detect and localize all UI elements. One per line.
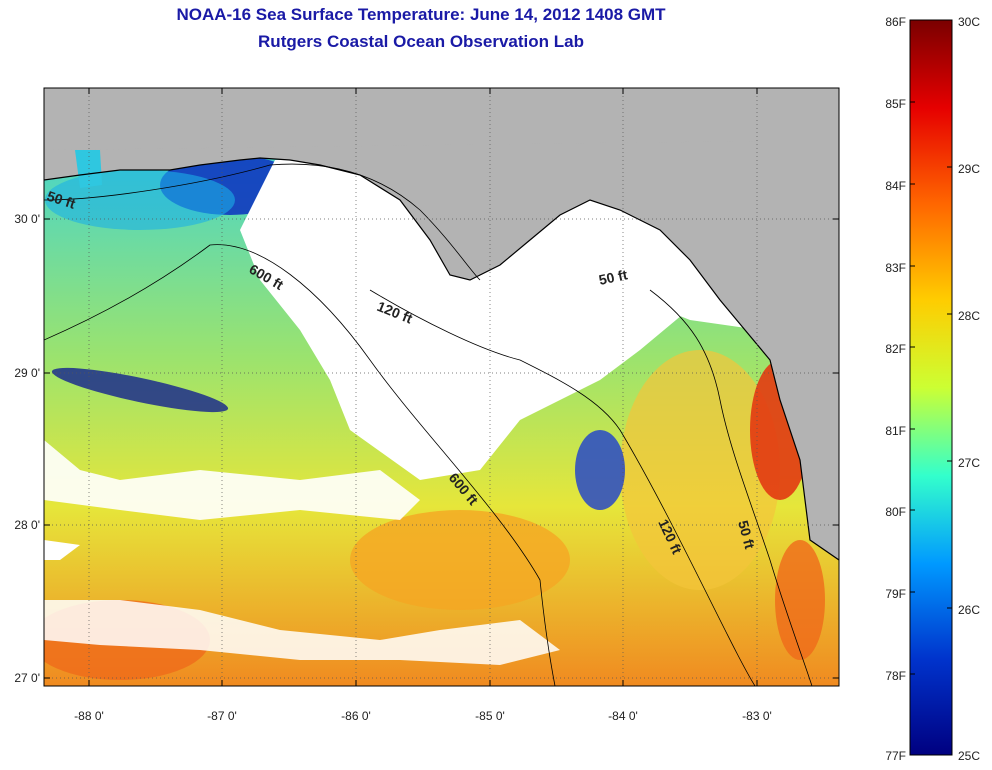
lat-tick-label: 28 0' bbox=[14, 518, 40, 532]
warm-patch bbox=[620, 350, 780, 590]
colorbar bbox=[909, 19, 953, 756]
contour-label: 50 ft bbox=[735, 519, 758, 551]
lon-tick-label: -87 0' bbox=[207, 709, 237, 723]
contour-line bbox=[44, 244, 556, 686]
colorbar-f-label: 79F bbox=[885, 587, 906, 601]
colorbar-f-label: 81F bbox=[885, 424, 906, 438]
map-title: NOAA-16 Sea Surface Temperature: June 14… bbox=[176, 5, 666, 24]
colorbar-f-label: 84F bbox=[885, 179, 906, 193]
bay-water bbox=[75, 150, 102, 188]
lat-tick-label: 27 0' bbox=[14, 671, 40, 685]
cloud-cover bbox=[44, 600, 560, 665]
colorbar-f-label: 85F bbox=[885, 97, 906, 111]
cloud-cover bbox=[44, 440, 420, 520]
lon-tick-label: -88 0' bbox=[74, 709, 104, 723]
colorbar-c-label: 27C bbox=[958, 456, 980, 470]
land-mass bbox=[44, 88, 839, 150]
colorbar-f-label: 80F bbox=[885, 505, 906, 519]
colorbar-f-label: 77F bbox=[885, 749, 906, 763]
cool-patch bbox=[575, 430, 625, 510]
coastline bbox=[44, 157, 839, 561]
contour-line bbox=[369, 289, 756, 686]
colorbar-c-label: 29C bbox=[958, 162, 980, 176]
lat-tick-label: 30 0' bbox=[14, 212, 40, 226]
graticule bbox=[44, 88, 839, 686]
contour-line bbox=[649, 289, 813, 686]
lon-tick-label: -85 0' bbox=[475, 709, 505, 723]
cloud-cover bbox=[240, 150, 700, 480]
lon-tick-label: -84 0' bbox=[608, 709, 638, 723]
land-mass bbox=[44, 88, 839, 560]
colorbar-f-label: 83F bbox=[885, 261, 906, 275]
colorbar-c-label: 28C bbox=[958, 309, 980, 323]
colorbar-f-label: 82F bbox=[885, 342, 906, 356]
contour-label: 50 ft bbox=[597, 266, 629, 288]
cloud-cover bbox=[44, 540, 80, 560]
lon-tick-label: -83 0' bbox=[742, 709, 772, 723]
map-subtitle: Rutgers Coastal Ocean Observation Lab bbox=[258, 32, 584, 51]
warm-patch bbox=[775, 540, 825, 660]
colorbar-c-label: 30C bbox=[958, 15, 980, 29]
warm-patch bbox=[350, 510, 570, 610]
axis-ticks bbox=[44, 88, 839, 686]
colorbar-c-label: 25C bbox=[958, 749, 980, 763]
colorbar-f-label: 78F bbox=[885, 669, 906, 683]
contour-line bbox=[44, 163, 481, 281]
lat-tick-label: 29 0' bbox=[14, 366, 40, 380]
colorbar-f-label: 86F bbox=[885, 15, 906, 29]
map-frame bbox=[43, 87, 840, 687]
colorbar-ticks bbox=[910, 19, 952, 675]
cool-patch bbox=[51, 367, 229, 413]
lon-tick-label: -86 0' bbox=[341, 709, 371, 723]
colorbar-c-label: 26C bbox=[958, 603, 980, 617]
